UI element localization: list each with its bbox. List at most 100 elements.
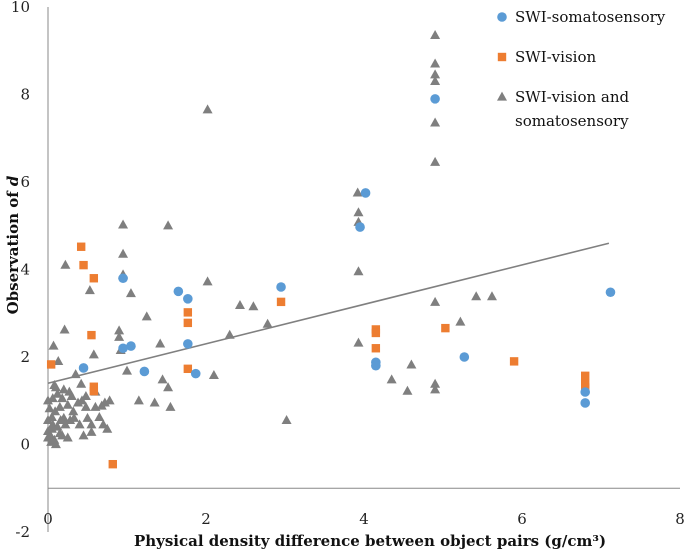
triangle-point (114, 331, 125, 341)
triangle-point (471, 291, 482, 301)
triangle-point (430, 75, 441, 85)
circle-point (126, 341, 136, 351)
data-points (43, 30, 616, 469)
triangle-point (45, 430, 56, 440)
triangle-point (262, 318, 273, 328)
square-point (76, 242, 86, 251)
triangle-point (78, 430, 89, 440)
square-point (581, 371, 590, 381)
triangle-point (353, 266, 364, 276)
y-axis-title-prefix: Observation of (4, 186, 22, 314)
triangle-point (48, 340, 59, 350)
circle-point (355, 222, 365, 232)
triangle-point (102, 423, 113, 433)
triangle-point (60, 259, 71, 269)
triangle-point (94, 411, 105, 421)
y-tick-label: -2 (15, 523, 30, 541)
triangle-point (133, 395, 144, 405)
triangle-point (53, 355, 64, 365)
triangle-point (402, 385, 413, 395)
triangle-point (157, 374, 168, 384)
triangle-point (118, 248, 129, 258)
triangle-point (281, 415, 292, 425)
circle-point (118, 343, 128, 354)
x-tick-label: 2 (201, 510, 211, 528)
triangle-point (430, 384, 441, 394)
triangle-point (84, 285, 95, 295)
square-point (89, 386, 99, 396)
x-tick-label: 4 (359, 510, 369, 528)
triangle-point (455, 316, 466, 326)
triangle-point (88, 349, 99, 359)
square-point (183, 318, 193, 328)
triangle-point (202, 104, 213, 114)
triangle-point (430, 296, 441, 306)
y-tick-label: 6 (20, 173, 30, 191)
x-tick-label: 0 (43, 510, 53, 528)
square-point (87, 330, 96, 340)
square-point (46, 360, 56, 369)
triangle-point (165, 401, 176, 411)
triangle-point (62, 399, 73, 409)
y-tick-label: 4 (20, 261, 30, 279)
circle-point (183, 294, 193, 304)
x-axis-title: Physical density difference between obje… (134, 532, 606, 550)
triangle-point (59, 324, 70, 334)
circle-point (459, 352, 470, 362)
trendline (47, 242, 610, 385)
y-tick-label: 2 (20, 348, 30, 366)
circle-point (430, 94, 440, 104)
square-point (509, 357, 519, 366)
square-point (89, 274, 99, 283)
triangle-point (52, 388, 63, 398)
triangle-point (50, 439, 61, 449)
triangle-point (86, 426, 97, 436)
legend-marker-square (497, 52, 507, 62)
triangle-point (224, 329, 235, 339)
legend-label: SWI-vision (515, 48, 596, 66)
triangle-point (50, 382, 61, 392)
triangle-point (69, 412, 80, 422)
circle-point (276, 282, 286, 292)
triangle-point (62, 432, 73, 442)
circle-point (139, 366, 150, 377)
circle-point (360, 188, 371, 198)
circle-point (183, 339, 193, 349)
square-point (276, 297, 286, 307)
triangle-point (86, 419, 97, 429)
square-point (441, 323, 450, 333)
circle-point (371, 360, 381, 371)
legend-marker-triangle (497, 91, 507, 101)
triangle-point (234, 299, 245, 309)
axes (47, 7, 680, 532)
circle-point (173, 286, 184, 297)
y-tick-label: 8 (20, 86, 30, 104)
square-point (79, 260, 88, 270)
triangle-point (68, 406, 79, 416)
trendline-group (47, 242, 610, 385)
triangle-point (70, 369, 81, 379)
legend: SWI-somatosensory SWI-vision SWI-vision an… (497, 8, 666, 130)
triangle-point (122, 365, 132, 375)
triangle-point (82, 412, 93, 422)
triangle-point (58, 412, 69, 422)
triangle-point (353, 337, 364, 347)
circle-point (580, 398, 590, 408)
y-axis-title-variable: d (4, 175, 22, 186)
square-point (371, 344, 381, 353)
triangle-point (430, 30, 441, 40)
triangle-point (486, 291, 497, 301)
triangle-point (80, 390, 91, 400)
triangle-point (58, 384, 69, 394)
circle-point (118, 273, 128, 284)
triangle-point (202, 276, 213, 286)
square-point (108, 459, 117, 469)
triangle-point (163, 382, 174, 392)
triangle-point (114, 325, 125, 335)
triangle-point (248, 301, 259, 311)
triangle-point (141, 311, 152, 321)
circle-point (605, 287, 616, 298)
triangle-point (98, 419, 109, 429)
triangle-point (406, 359, 417, 369)
triangle-point (430, 69, 441, 79)
